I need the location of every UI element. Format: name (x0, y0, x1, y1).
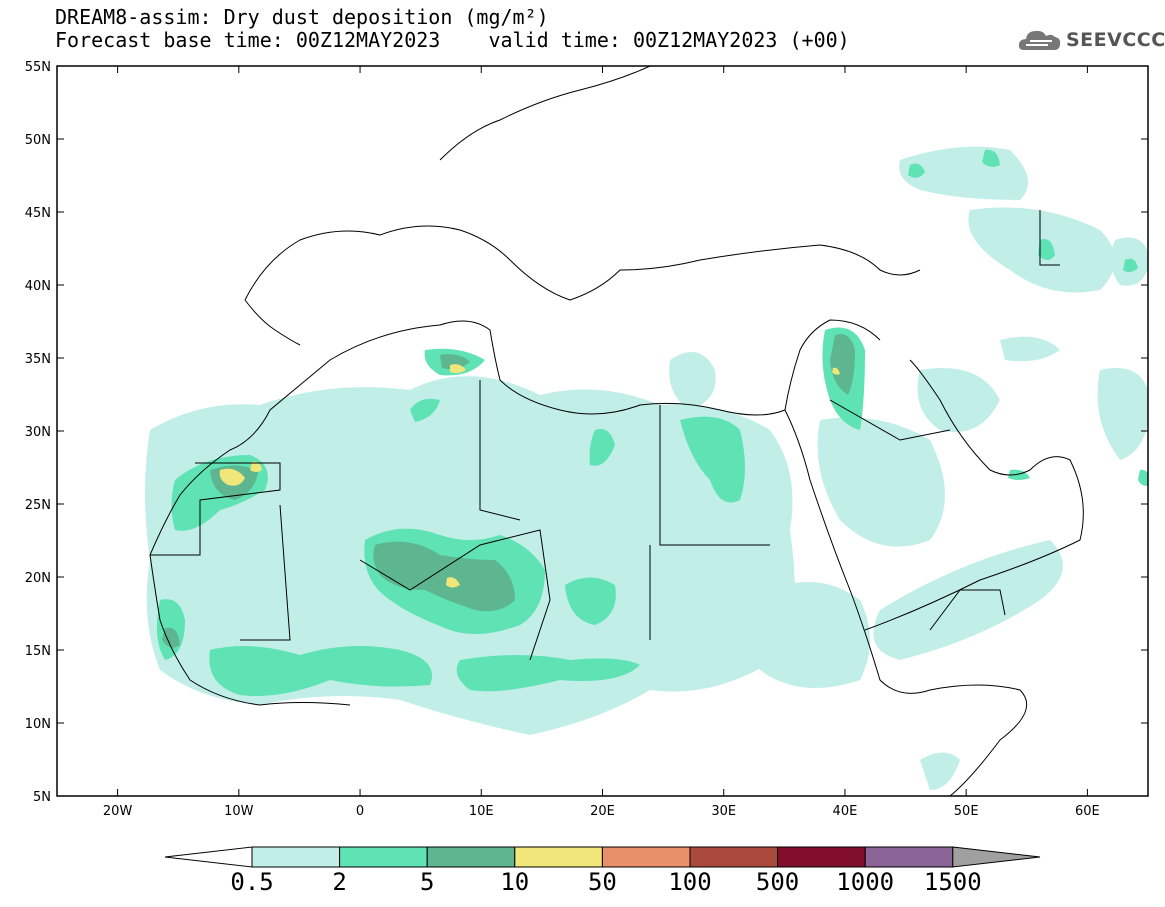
lon-label: 60E (1075, 804, 1100, 819)
lat-label: 55N (25, 60, 51, 75)
lon-label: 10W (224, 804, 254, 819)
lat-label: 45N (25, 206, 51, 221)
colorbar-segment (601, 846, 691, 868)
lon-label: 30E (711, 804, 736, 819)
lon-label: 50E (954, 804, 979, 819)
colorbar-label: 0.5 (230, 868, 273, 896)
colorbar-arrow-right (952, 846, 1041, 868)
lon-label: 10E (469, 804, 494, 819)
colorbar-segment (777, 846, 866, 868)
lat-label: 40N (25, 279, 51, 294)
lat-label: 15N (25, 644, 51, 659)
deposition-band-0.5-2 (145, 146, 1148, 790)
lat-label: 30N (25, 425, 51, 440)
deposition-band-10-50 (219, 364, 840, 588)
map-title: DREAM8-assim: Dry dust deposition (mg/m²… (55, 6, 850, 52)
colorbar-segment (426, 846, 516, 868)
colorbar-label: 500 (756, 868, 799, 896)
lat-label: 20N (25, 571, 51, 586)
lat-label: 5N (33, 790, 51, 805)
colorbar-label: 5 (420, 868, 434, 896)
lon-label: 40E (833, 804, 858, 819)
lon-label: 20E (590, 804, 615, 819)
colorbar-segment (251, 846, 341, 868)
colorbar-label: 50 (588, 868, 617, 896)
colorbar-segment (689, 846, 779, 868)
cloud-icon (1018, 30, 1061, 50)
lon-label: 20W (103, 804, 133, 819)
lat-label: 25N (25, 498, 51, 513)
colorbar-label: 10 (500, 868, 529, 896)
colorbar-label: 1000 (836, 868, 894, 896)
lat-label: 35N (25, 352, 51, 367)
dust-layer (145, 146, 1148, 790)
title-line-1: DREAM8-assim: Dry dust deposition (mg/m²… (55, 5, 549, 29)
colorbar: 0.5 2 5 10 50 100 500 1000 1500 (164, 846, 1041, 896)
latitude-axis: 55N 50N 45N 40N 35N 30N 25N 20N 15N 10N 5N (25, 60, 1148, 805)
logo-text: SEEVCCC (1066, 29, 1165, 51)
colorbar-label: 2 (332, 868, 346, 896)
colorbar-segment (864, 846, 954, 868)
lon-label: 0 (356, 804, 364, 819)
colorbar-segment (514, 846, 603, 868)
lat-label: 50N (25, 133, 51, 148)
colorbar-arrow-left (164, 846, 253, 868)
longitude-axis: 20W 10W 0 10E 20E 30E 40E 50E 60E (103, 66, 1100, 819)
colorbar-label: 1500 (924, 868, 982, 896)
title-line-2: Forecast base time: 00Z12MAY2023 valid t… (55, 28, 850, 52)
colorbar-label: 100 (668, 868, 711, 896)
lat-label: 10N (25, 717, 51, 732)
seevccc-logo: SEEVCCC (1018, 26, 1165, 54)
colorbar-segment (339, 846, 428, 868)
coastlines (149, 66, 1084, 796)
